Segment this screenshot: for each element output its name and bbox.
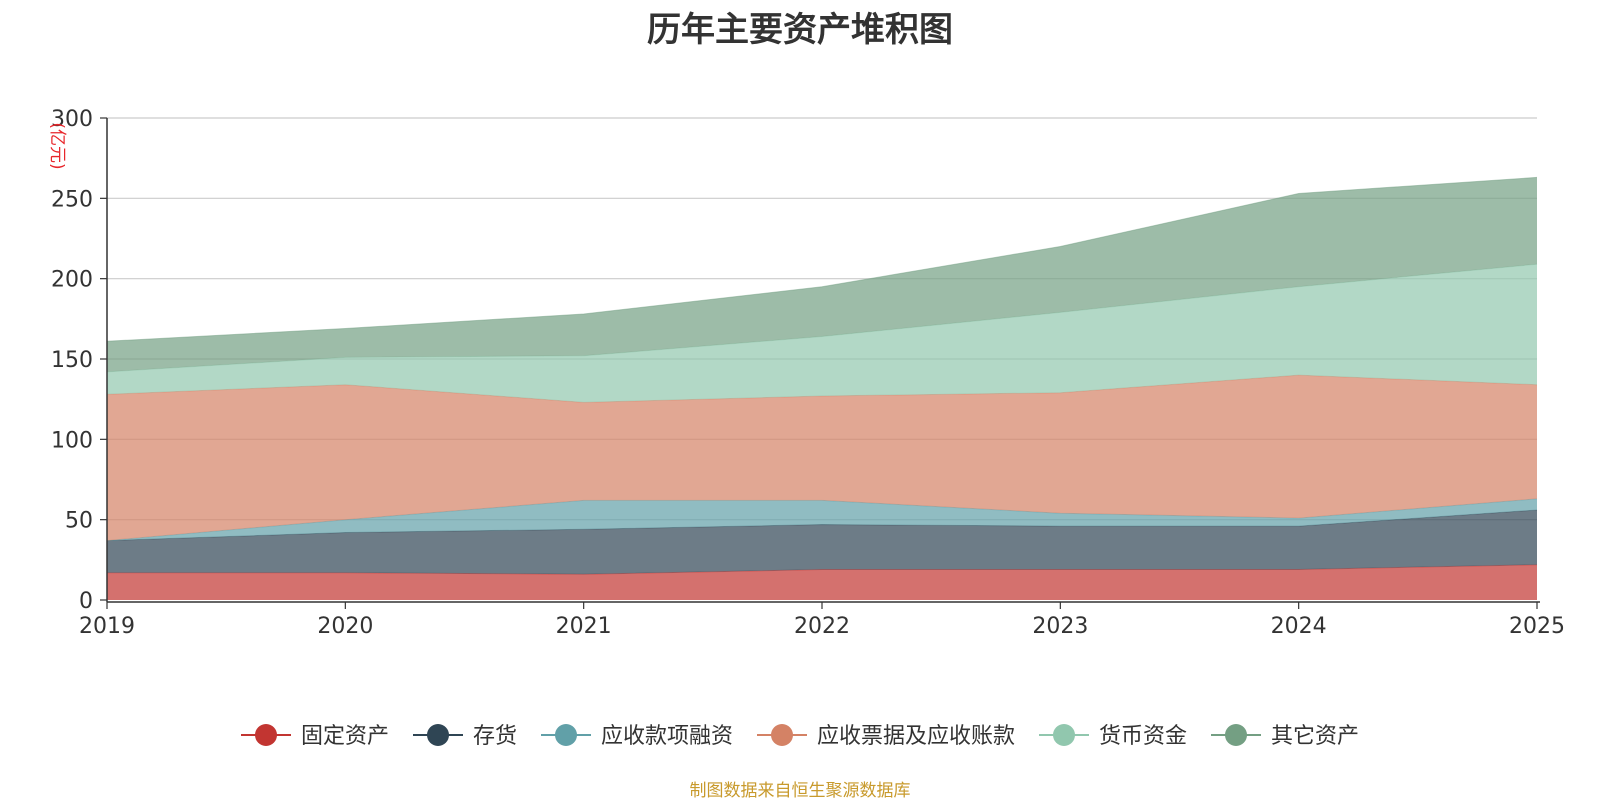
legend-marker-icon: [427, 724, 449, 746]
legend-item[interactable]: 其它资产: [1211, 724, 1359, 749]
y-axis-unit-label: (亿元): [47, 122, 67, 169]
x-tick-label: 2020: [317, 614, 373, 639]
y-tick-label: 0: [79, 589, 93, 614]
y-tick-label: 300: [51, 107, 93, 132]
source-note: 制图数据来自恒生聚源数据库: [689, 781, 911, 801]
legend-marker-icon: [1053, 724, 1075, 746]
legend: 固定资产 存货 应收款项融资 应收票据及应收账款 货币资金 其它资产: [241, 724, 1359, 749]
area-series-2: [107, 498, 1537, 541]
x-tick-label: 2023: [1032, 614, 1088, 639]
y-axis-ticks: 0 50 100 150 200 250 300: [51, 107, 107, 614]
legend-marker-icon: [1225, 724, 1247, 746]
legend-item[interactable]: 货币资金: [1039, 724, 1187, 749]
legend-label: 其它资产: [1271, 724, 1359, 749]
legend-item[interactable]: 应收款项融资: [541, 724, 733, 749]
legend-item[interactable]: 应收票据及应收账款: [757, 724, 1015, 749]
area-series-4: [107, 264, 1537, 403]
area-series: [106, 176, 1538, 600]
legend-label: 货币资金: [1099, 724, 1187, 749]
y-tick-label: 250: [51, 187, 93, 212]
y-tick-label: 50: [65, 509, 93, 534]
legend-label: 应收款项融资: [601, 724, 733, 749]
y-tick-label: 150: [51, 348, 93, 373]
legend-marker-icon: [771, 724, 793, 746]
chart-title: 历年主要资产堆积图: [647, 10, 953, 50]
x-tick-label: 2022: [794, 614, 850, 639]
area-series-1: [107, 510, 1537, 575]
x-axis-ticks: 2019 2020 2021 2022 2023 2024 2025: [79, 602, 1565, 639]
legend-item[interactable]: 固定资产: [241, 724, 389, 749]
y-tick-label: 100: [51, 428, 93, 453]
x-tick-label: 2021: [556, 614, 612, 639]
legend-label: 存货: [473, 724, 517, 749]
x-tick-label: 2025: [1509, 614, 1565, 639]
x-tick-label: 2024: [1271, 614, 1327, 639]
legend-label: 应收票据及应收账款: [817, 724, 1015, 749]
x-tick-label: 2019: [79, 614, 135, 639]
area-series-edge-5: [106, 176, 1538, 342]
area-series-5: [107, 177, 1537, 372]
y-tick-label: 200: [51, 268, 93, 293]
legend-label: 固定资产: [301, 724, 389, 749]
area-series-3: [107, 375, 1537, 541]
legend-item[interactable]: 存货: [413, 724, 517, 749]
legend-marker-icon: [555, 724, 577, 746]
legend-marker-icon: [255, 724, 277, 746]
